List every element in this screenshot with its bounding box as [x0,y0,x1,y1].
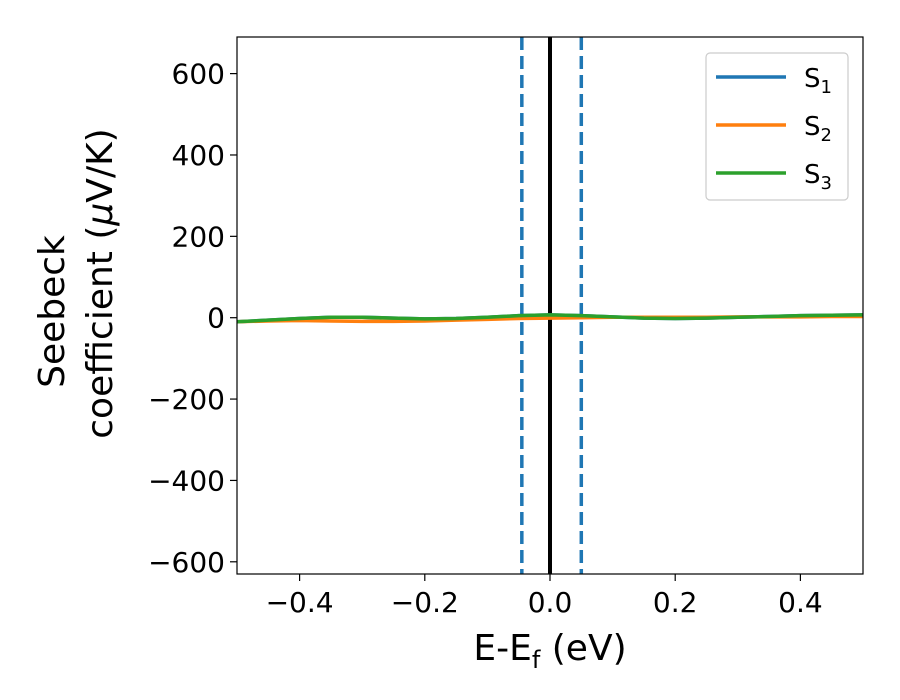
x-axis-title-main: E-E [473,628,531,669]
y-tick-label: −600 [148,546,225,579]
y-axis-title-prefix: coefficient ( [80,226,121,439]
x-axis-title: E-Ef (eV) [473,628,626,674]
y-tick-label: 200 [172,220,225,253]
y-axis-title-line1: Seebeck [32,235,73,388]
y-axis-title-mu: μ [80,203,121,227]
series-line-s3 [237,313,863,324]
y-axis-title-line2: coefficient (μV/K) [80,128,121,438]
x-tick-label: 0.2 [653,586,698,619]
x-axis-title-rest: (eV) [540,628,626,669]
y-axis-title-suffix: V/K) [80,128,121,202]
x-tick-label: −0.4 [266,586,334,619]
x-tick-label: 0.0 [528,586,573,619]
x-axis-title-sub: f [532,646,541,674]
y-tick-label: −400 [148,464,225,497]
y-tick-label: 0 [207,302,225,335]
x-tick-label: 0.4 [778,586,823,619]
vertical-reference-lines [520,37,584,574]
legend-label-s3: S3 [804,160,832,194]
y-tick-label: −200 [148,383,225,416]
series-lines [237,313,863,324]
y-tick-label: 400 [172,139,225,172]
legend-label-s2: S2 [804,112,832,146]
y-tick-label: 600 [172,58,225,91]
y-axis-ticks: 600 400 200 0 −200 −400 −600 [148,58,237,579]
x-axis-ticks: −0.4 −0.2 0.0 0.2 0.4 [266,574,823,619]
legend-label-s1: S1 [804,64,832,98]
x-tick-label: −0.2 [391,586,459,619]
legend: S1 S2 S3 [705,52,849,201]
